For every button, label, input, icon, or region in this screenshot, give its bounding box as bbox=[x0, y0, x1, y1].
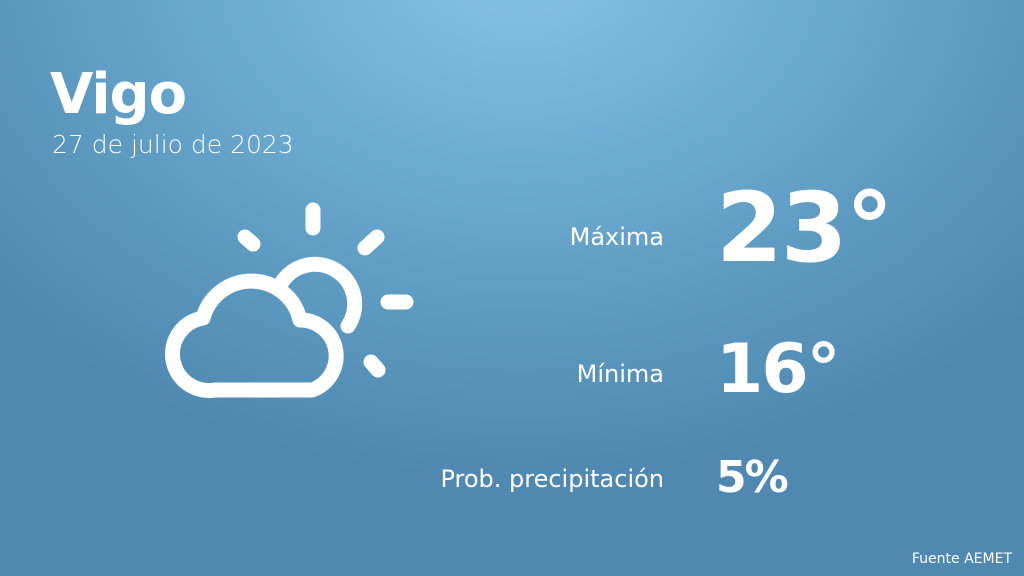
max-value: 23° bbox=[716, 172, 894, 284]
min-label: Mínima bbox=[576, 360, 664, 388]
precip-label: Prob. precipitación bbox=[440, 465, 664, 493]
precip-value: 5% bbox=[716, 452, 789, 503]
source-label: Fuente AEMET bbox=[911, 551, 1012, 567]
city-title: Vigo bbox=[50, 62, 187, 127]
max-label: Máxima bbox=[569, 223, 664, 251]
min-value: 16° bbox=[716, 330, 841, 409]
date-label: 27 de julio de 2023 bbox=[52, 130, 294, 159]
